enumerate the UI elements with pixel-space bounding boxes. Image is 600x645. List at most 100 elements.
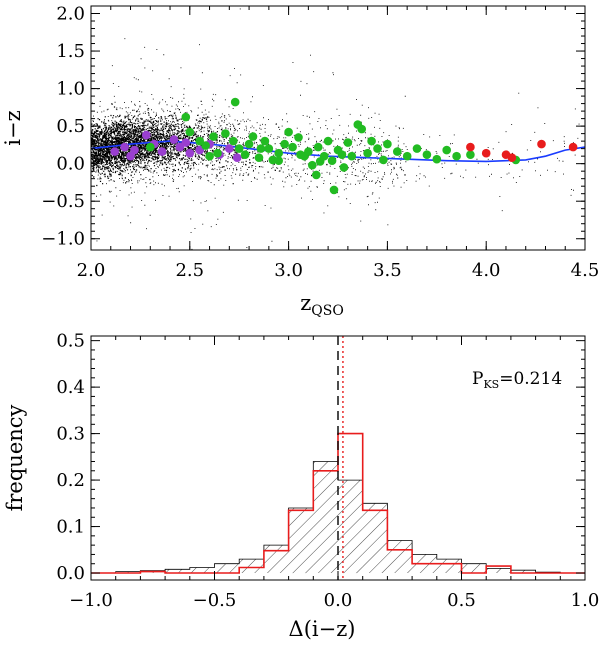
point-s1-13 <box>248 132 258 141</box>
hatched-bar-16 <box>486 568 511 573</box>
point-s1-7 <box>221 129 230 138</box>
point-s2-0 <box>466 142 475 152</box>
point-s1-55 <box>205 151 214 161</box>
top-x-tick-label: 2.0 <box>77 260 106 281</box>
hatched-bar-3 <box>165 569 190 573</box>
hatched-bar-8 <box>288 508 314 574</box>
point-s1-4 <box>201 141 210 150</box>
point-s0-0 <box>110 147 119 156</box>
bottom-x-axis-label: Δ(i−z) <box>289 617 356 641</box>
bottom-y-tick-label: 0.4 <box>56 377 85 398</box>
point-s1-10 <box>234 144 244 153</box>
point-s1-39 <box>367 136 376 146</box>
top-plot-frame <box>90 5 586 251</box>
ks-annotation-sub: KS <box>483 378 499 391</box>
point-s1-29 <box>323 136 333 146</box>
qso-background-cloud <box>91 8 580 250</box>
point-s0-1 <box>120 142 129 152</box>
red-step-histogram <box>91 432 585 574</box>
top-x-tick-label: 3.5 <box>373 260 402 281</box>
bottom-panel: −1.0 −0.5 0.0 0.5 1.0 0.0 0.1 0.2 0.3 0.4 0.5 PKS=… <box>3 331 599 641</box>
point-s1-18 <box>274 148 284 158</box>
top-panel: 2.0 2.5 3.0 3.5 4.0 4.5 −1.0 −0.5 0.0 0.5 1.0 1.5 2.… <box>1 4 599 319</box>
top-x-tick-label: 3.0 <box>274 260 303 281</box>
point-s1-56 <box>256 144 266 153</box>
point-s1-46 <box>422 150 432 159</box>
point-s1-26 <box>312 170 321 180</box>
top-x-tick-label: 4.5 <box>571 260 600 281</box>
point-s1-20 <box>284 127 293 137</box>
point-s0-5 <box>157 147 167 156</box>
bottom-x-tick-label: 1.0 <box>571 590 600 611</box>
hatched-bar-9 <box>313 461 338 573</box>
point-s1-43 <box>393 147 402 156</box>
top-x-axis-label: zQSO <box>300 291 344 319</box>
point-s1-22 <box>294 133 303 142</box>
bottom-x-tick-label: −0.5 <box>193 590 237 611</box>
point-s1-31 <box>329 185 339 195</box>
point-s1-30 <box>327 156 337 165</box>
bottom-y-tick-label: 0.5 <box>56 331 85 352</box>
point-s2-4 <box>537 139 546 149</box>
point-s0-14 <box>126 151 135 161</box>
top-x-tick-label: 2.5 <box>175 260 204 281</box>
point-s1-33 <box>339 163 349 172</box>
hatched-bar-7 <box>263 545 289 573</box>
top-x-axis-label-sub: QSO <box>311 303 344 319</box>
hatched-bar-12 <box>387 540 413 573</box>
point-s1-40 <box>373 144 382 153</box>
point-s0-3 <box>142 130 151 140</box>
point-s1-3 <box>195 136 204 146</box>
qso-cloud-core <box>91 100 280 187</box>
point-s1-8 <box>229 136 238 146</box>
point-s1-14 <box>254 153 264 162</box>
point-s0-12 <box>225 144 234 153</box>
hatched-bar-10 <box>338 480 363 574</box>
point-s1-16 <box>264 144 274 153</box>
point-s0-8 <box>185 148 195 158</box>
bottom-x-tick-label: 0.5 <box>447 590 476 611</box>
point-s1-5 <box>209 132 218 141</box>
hatched-bar-17 <box>510 570 536 573</box>
hatched-bar-15 <box>461 563 487 573</box>
point-s1-37 <box>357 124 367 134</box>
point-s0-7 <box>175 142 185 152</box>
hatched-bar-4 <box>189 567 215 574</box>
point-s1-53 <box>296 150 305 159</box>
bottom-y-tick-label: 0.3 <box>56 424 85 445</box>
point-s1-12 <box>244 139 254 149</box>
hatched-bar-14 <box>436 559 462 573</box>
point-s0-15 <box>181 138 191 147</box>
top-y-tick-label: 2.0 <box>56 4 85 25</box>
point-s2-5 <box>568 142 578 152</box>
bottom-y-tick-label: 0.2 <box>56 470 85 491</box>
bottom-y-axis-label: frequency <box>3 404 27 511</box>
point-s1-34 <box>343 138 353 147</box>
point-s1-1 <box>181 112 191 122</box>
point-s1-2 <box>185 127 195 137</box>
point-s1-24 <box>304 147 313 156</box>
hatched-bar-6 <box>239 559 264 573</box>
point-s0-2 <box>130 145 139 155</box>
ks-annotation-value: =0.214 <box>499 369 562 389</box>
ks-annotation: PKS=0.214 <box>472 369 562 391</box>
bottom-axis-ticks: −1.0 −0.5 0.0 0.5 1.0 0.0 0.1 0.2 0.3 0.4 0.5 <box>56 331 599 611</box>
point-s1-21 <box>288 142 297 152</box>
point-s0-6 <box>169 135 179 144</box>
point-s1-47 <box>432 154 442 164</box>
point-s1-6 <box>213 148 222 158</box>
top-y-tick-label: 0.0 <box>56 154 85 175</box>
bottom-y-tick-label: 0.0 <box>56 563 85 584</box>
point-s1-11 <box>240 150 250 159</box>
point-s1-42 <box>383 139 392 149</box>
bottom-x-tick-label: 0.0 <box>324 590 353 611</box>
qso-cloud-dots <box>91 8 580 250</box>
point-s1-49 <box>452 151 461 161</box>
bottom-y-tick-label: 0.1 <box>56 517 85 538</box>
hatched-bar-11 <box>362 503 388 573</box>
top-x-tick-label: 4.0 <box>472 260 501 281</box>
top-x-axis-label-main: z <box>300 291 311 315</box>
top-y-tick-label: −1.0 <box>41 229 85 250</box>
point-s1-45 <box>412 144 422 153</box>
